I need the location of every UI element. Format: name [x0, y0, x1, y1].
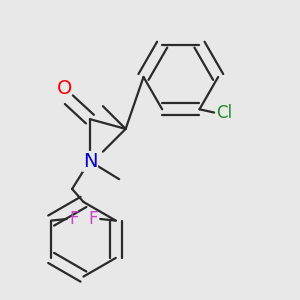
Text: Cl: Cl	[216, 103, 232, 122]
Text: F: F	[88, 210, 98, 228]
Text: N: N	[83, 152, 97, 171]
Text: F: F	[69, 210, 79, 228]
Text: O: O	[57, 79, 73, 98]
